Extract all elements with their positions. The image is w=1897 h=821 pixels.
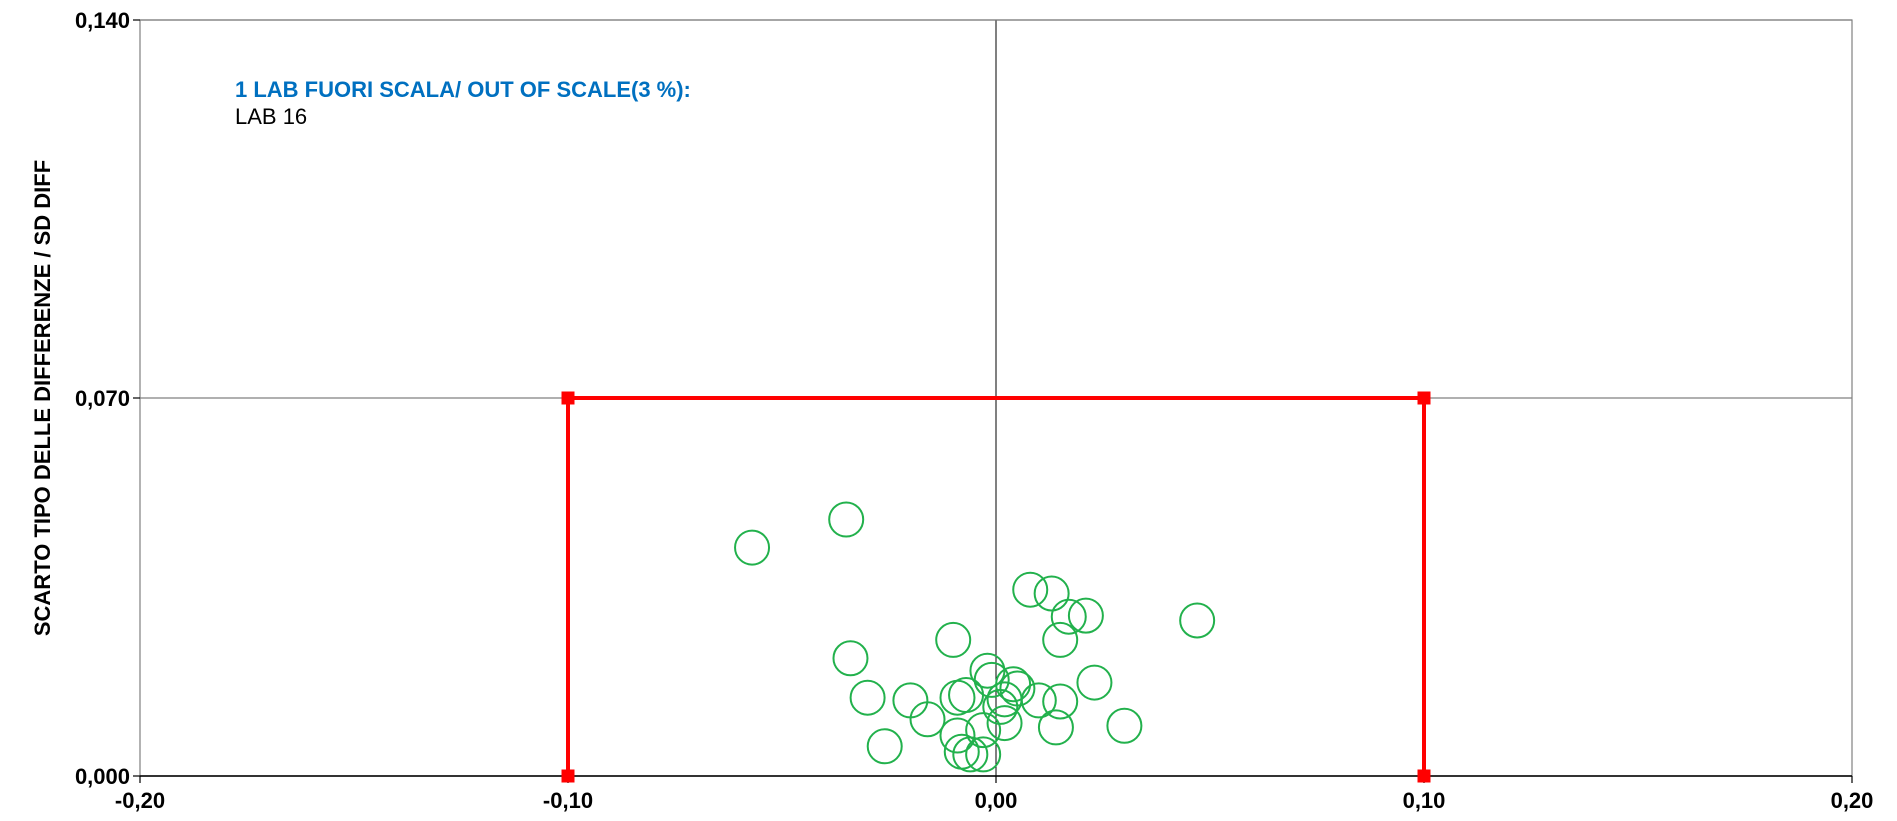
tick-labels: -0,20 -0,10 0,00 0,10 0,20 0,000 0,070 0,140 — [75, 8, 1873, 813]
x-tick-label-3: 0,10 — [1403, 788, 1446, 813]
data-point-2 — [832, 640, 869, 677]
x-tick-label-4: 0,20 — [1831, 788, 1874, 813]
data-point-22 — [1012, 571, 1049, 608]
y-tick-label-0: 0,000 — [75, 764, 130, 789]
out-of-scale-lab: LAB 16 — [235, 104, 307, 129]
limit-box-line — [566, 396, 1426, 776]
data-point-0 — [734, 529, 771, 566]
data-point-23 — [1020, 682, 1057, 719]
limit-box-corner-0 — [561, 769, 575, 783]
out-of-scale-title: 1 LAB FUORI SCALA/ OUT OF SCALE(3 %): — [235, 77, 691, 102]
data-point-13 — [965, 736, 1002, 773]
limit-box-corner-3 — [1417, 769, 1431, 783]
data-point-1 — [828, 501, 865, 538]
data-point-3 — [849, 679, 886, 716]
data-point-25 — [1037, 709, 1074, 746]
data-point-27 — [1042, 683, 1079, 720]
data-point-30 — [1076, 664, 1113, 701]
x-tick-label-2: 0,00 — [975, 788, 1018, 813]
data-point-28 — [1050, 598, 1087, 635]
data-point-7 — [935, 621, 972, 658]
data-point-12 — [952, 736, 989, 773]
y-axis-label: SCARTO TIPO DELLE DIFFERENZE / SD DIFF — [30, 160, 55, 636]
data-point-6 — [909, 701, 946, 738]
data-point-18 — [986, 705, 1023, 742]
data-point-16 — [973, 661, 1010, 698]
data-point-26 — [1042, 621, 1079, 658]
data-point-4 — [866, 728, 903, 765]
data-point-32 — [1179, 602, 1216, 639]
x-tick-label-0: -0,20 — [115, 788, 165, 813]
limit-box-corner-2 — [1417, 391, 1431, 405]
axes — [133, 19, 1853, 783]
data-point-24 — [1033, 575, 1070, 612]
x-tick-label-1: -0,10 — [543, 788, 593, 813]
data-point-8 — [939, 717, 976, 754]
data-point-21 — [999, 670, 1036, 707]
data-point-29 — [1067, 597, 1104, 634]
y-tick-label-1: 0,070 — [75, 386, 130, 411]
y-tick-label-2: 0,140 — [75, 8, 130, 33]
data-point-14 — [965, 712, 1002, 749]
data-points — [734, 501, 1216, 773]
limit-box-corner-1 — [561, 391, 575, 405]
data-point-20 — [995, 666, 1032, 703]
limit-box — [561, 391, 1431, 783]
data-point-31 — [1106, 707, 1143, 744]
data-point-5 — [892, 682, 929, 719]
